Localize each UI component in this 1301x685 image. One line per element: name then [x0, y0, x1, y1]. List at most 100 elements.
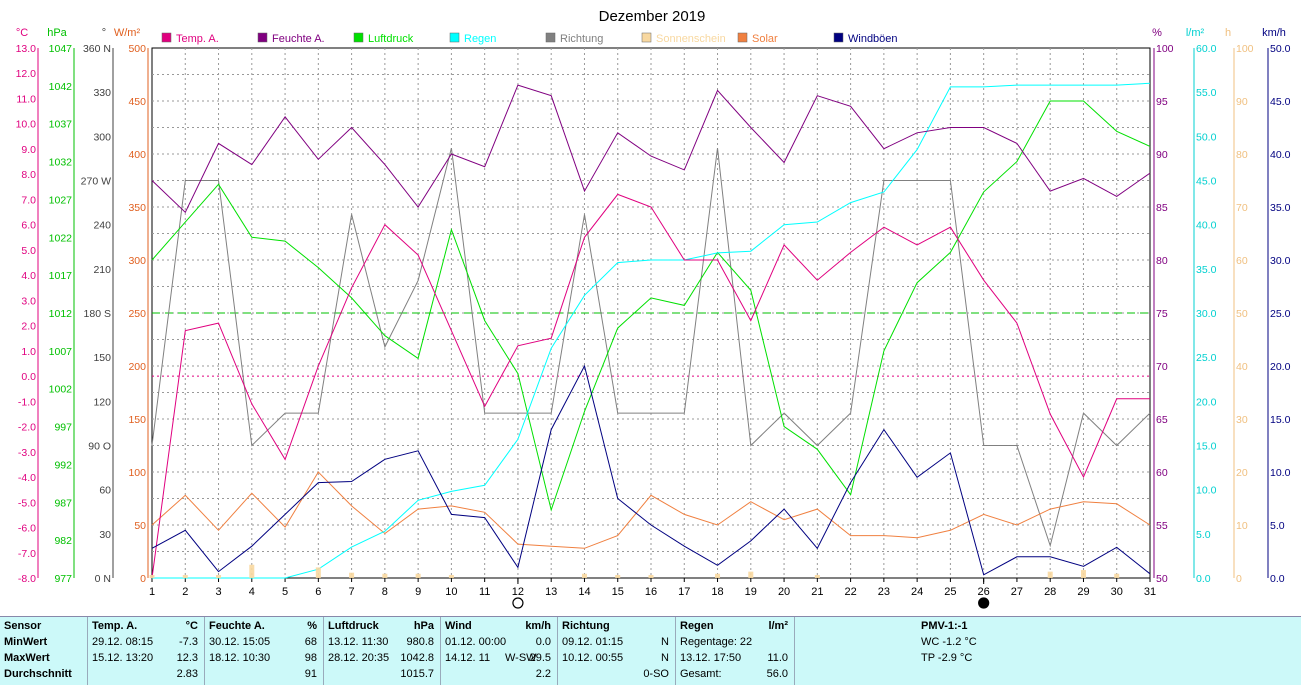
right-axis-tick-label: 30.0 — [1270, 255, 1291, 267]
series-line-solar — [151, 471, 1151, 549]
right-axis-tick-label: 25.0 — [1196, 352, 1217, 364]
left-axis-tick-label: 7.0 — [21, 194, 36, 206]
right-axis-tick-label: 30 — [1236, 414, 1248, 426]
stats-temp-header: Temp. A. — [92, 620, 138, 632]
new-moon-icon — [978, 597, 990, 609]
stats-hum-min-value: 68 — [304, 636, 317, 648]
x-tick-label: 16 — [645, 586, 657, 598]
left-axis-tick-label: 1042 — [49, 81, 73, 93]
sunshine-bar — [748, 571, 754, 578]
left-axis-tick-label: 1002 — [49, 384, 73, 396]
left-axis-tick-label: -6.0 — [18, 523, 36, 535]
right-axis-tick-label: 95 — [1156, 96, 1168, 108]
legend-label: Windböen — [848, 33, 898, 45]
right-axis-tick-label: 55.0 — [1196, 87, 1217, 99]
left-axis-tick-label: -8.0 — [18, 573, 36, 585]
stats-dir-column: Richtung 09.12. 01:15 N 10.12. 00:55 N 0-S… — [558, 617, 676, 685]
stats-dir-header: Richtung — [562, 620, 610, 632]
x-tick-label: 31 — [1144, 586, 1156, 598]
stats-dir-min-value: N — [661, 636, 669, 648]
sunshine-bar — [382, 573, 388, 578]
stats-temp-avg-value: 2.83 — [176, 668, 198, 680]
sunshine-bar — [1080, 570, 1086, 578]
left-axis-tick-label: -5.0 — [18, 497, 36, 509]
left-axis-tick-label: 987 — [54, 497, 72, 509]
right-axis-tick-label: 35.0 — [1270, 202, 1291, 214]
x-tick-label: 27 — [1011, 586, 1023, 598]
stats-rain-max-time: 13.12. 17:50 — [680, 652, 742, 664]
stats-temp-max-time: 15.12. 13:20 — [92, 652, 154, 664]
right-axis-tick-label: 0.0 — [1196, 573, 1211, 585]
x-tick-label: 8 — [382, 586, 388, 598]
sunshine-bar — [216, 575, 222, 578]
right-axis-unit: km/h — [1262, 27, 1286, 39]
stats-press-max-value: 1042.8 — [400, 652, 434, 664]
legend: Temp. A. Feuchte A. Luftdruck Regen Richtung… — [161, 32, 898, 45]
left-axis-tick-label: 977 — [54, 573, 72, 585]
right-axis-tick-label: 10.0 — [1196, 485, 1217, 497]
right-axis-tick-label: 100 — [1236, 43, 1254, 55]
right-axis-tick-label: 30.0 — [1196, 308, 1217, 320]
sunshine-bar — [715, 573, 721, 578]
right-axis-tick-label: 50 — [1156, 573, 1168, 585]
right-axis-tick-label: 40.0 — [1196, 220, 1217, 232]
left-axis-tick-label: 100 — [128, 467, 146, 479]
stats-press-avg-value: 1015.7 — [400, 668, 434, 680]
right-axis-unit: h — [1225, 27, 1231, 39]
stats-rain-days: Regentage: 22 — [680, 636, 753, 648]
stats-dir-min-time: 09.12. 01:15 — [562, 636, 624, 648]
right-axis-tick-label: 35.0 — [1196, 264, 1217, 276]
x-tick-label: 22 — [844, 586, 856, 598]
stats-temp-column: Temp. A. °C 29.12. 08:15 -7.3 15.12. 13:20… — [88, 617, 205, 685]
right-axis-tick-label: 75 — [1156, 308, 1168, 320]
x-tick-label: 3 — [215, 586, 221, 598]
right-axis-tick-label: 20.0 — [1270, 361, 1291, 373]
left-axis-tick-label: 250 — [128, 308, 146, 320]
left-axis-tick-label: 60 — [99, 485, 111, 497]
stats-pmv-wc: WC -1.2 °C — [921, 636, 977, 648]
stats-press-min-time: 13.12. 11:30 — [328, 636, 389, 648]
right-axis-tick-label: 80 — [1156, 255, 1168, 267]
right-axis-tick-label: 20 — [1236, 467, 1248, 479]
right-axis-tick-label: 50 — [1236, 308, 1248, 320]
left-axis-tick-label: 992 — [54, 459, 72, 471]
left-axis-tick-label: -7.0 — [18, 548, 36, 560]
legend-swatch — [161, 32, 172, 43]
x-tick-label: 30 — [1111, 586, 1123, 598]
x-tick-label: 28 — [1044, 586, 1056, 598]
left-axis-tick-label: 2.0 — [21, 321, 36, 333]
left-axis-tick-label: 10.0 — [16, 119, 37, 131]
stats-dir-max-value: N — [661, 652, 669, 664]
x-tick-label: 4 — [249, 586, 255, 598]
stats-temp-min-time: 29.12. 08:15 — [92, 636, 154, 648]
left-axis-tick-label: 330 — [93, 87, 111, 99]
left-axis-tick-label: 150 — [128, 414, 146, 426]
legend-swatch — [833, 32, 844, 43]
stats-dir-avg-value: 0-SO — [643, 668, 669, 680]
right-axis-tick-label: 5.0 — [1196, 529, 1211, 541]
stats-wind-header: Wind — [445, 620, 472, 632]
x-tick-label: 13 — [545, 586, 557, 598]
stats-wind-column: Wind km/h 01.12. 00:00 0.0 14.12. 11 W-SW 29… — [441, 617, 558, 685]
right-axis-tick-label: 0.0 — [1270, 573, 1285, 585]
left-axis-tick-label: 360 N — [83, 43, 111, 55]
series-line-temp-a — [151, 193, 1150, 579]
right-axis-tick-label: 25.0 — [1270, 308, 1291, 320]
right-axis-tick-label: 60 — [1236, 255, 1248, 267]
stats-pmv-header: PMV-1:-1 — [921, 620, 968, 632]
sunshine-bar — [814, 575, 820, 578]
right-axis-tick-label: 55 — [1156, 520, 1168, 532]
x-tick-label: 25 — [944, 586, 956, 598]
left-axis-tick-label: 180 S — [84, 308, 111, 320]
x-tick-label: 19 — [745, 586, 757, 598]
reference-lines — [152, 312, 1150, 377]
x-tick-label: 9 — [415, 586, 421, 598]
right-axis-tick-label: 80 — [1236, 149, 1248, 161]
right-axis-tick-label: 10.0 — [1270, 467, 1291, 479]
legend-label: Sonnenschein — [656, 33, 726, 45]
right-axis-tick-label: 90 — [1236, 96, 1248, 108]
stats-press-unit: hPa — [413, 620, 434, 632]
stats-row-label-max: MaxWert — [4, 652, 50, 664]
x-tick-label: 6 — [315, 586, 321, 598]
x-tick-label: 5 — [282, 586, 288, 598]
